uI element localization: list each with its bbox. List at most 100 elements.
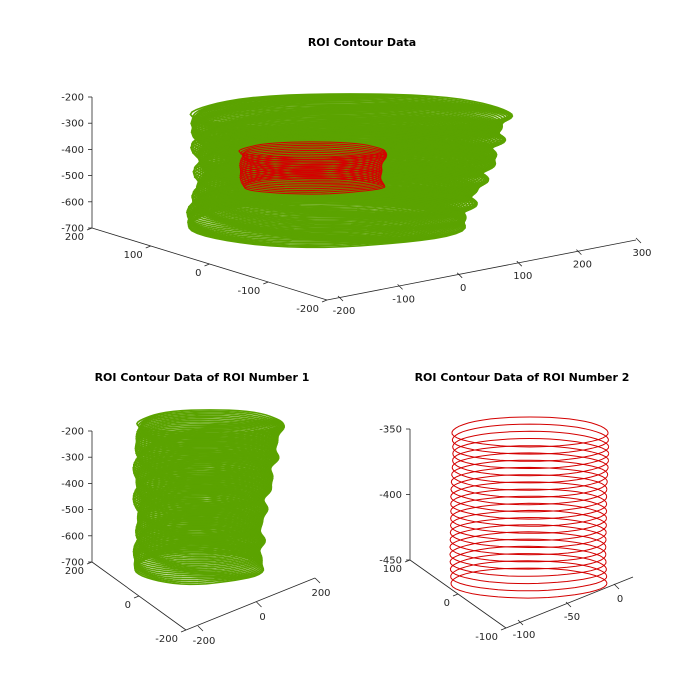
panel-main-title: ROI Contour Data — [308, 36, 416, 49]
x-tick-label: 0 — [617, 594, 623, 605]
red-contour-line — [239, 165, 383, 183]
red-contour-line — [449, 553, 607, 585]
x-tick-label: 0 — [259, 612, 265, 623]
x-tick-mark — [314, 577, 321, 584]
red-contour-line — [450, 502, 608, 534]
y-tick-label: 100 — [383, 564, 402, 575]
red-contour-line — [240, 172, 383, 190]
red-contour-line — [239, 166, 382, 184]
panel-main-y-ticks: 200 100 0 -100 -200 — [65, 227, 328, 315]
y-tick-label: 0 — [444, 598, 450, 609]
green-contour-line — [132, 536, 262, 571]
x-tick-mark — [456, 272, 463, 279]
green-contour-line — [185, 190, 466, 236]
green-contour-line — [134, 551, 265, 586]
z-tick-label: -700 — [61, 558, 84, 569]
z-tick-label: -600 — [61, 197, 84, 208]
panel-roi1-title: ROI Contour Data of ROI Number 1 — [95, 371, 310, 384]
y-tick-mark — [180, 629, 187, 633]
z-tick-label: -200 — [61, 427, 84, 438]
y-tick-mark — [452, 593, 459, 597]
red-contour-line — [452, 437, 610, 470]
red-contour-line — [449, 538, 607, 570]
red-contour-line — [450, 474, 608, 506]
green-contour-line — [132, 535, 261, 569]
y-tick-mark — [86, 227, 93, 231]
y-tick-label: 200 — [65, 566, 84, 577]
y-tick-label: -100 — [238, 286, 261, 297]
red-contour-line — [450, 495, 608, 527]
red-contour-line — [451, 459, 609, 491]
x-tick-label: 200 — [311, 588, 330, 599]
y-tick-mark — [500, 627, 507, 631]
panel-main-x-ticks: -200 -100 0 100 200 300 — [333, 237, 652, 317]
red-contour-line — [449, 509, 607, 541]
y-tick-mark — [145, 245, 151, 249]
z-tick-label: -450 — [379, 556, 402, 567]
green-contour-line — [191, 175, 474, 221]
x-tick-label: 0 — [460, 283, 466, 294]
red-contour-line — [450, 567, 608, 599]
z-tick-label: -500 — [61, 171, 84, 182]
panel-roi1-x-axis — [185, 577, 316, 631]
y-tick-label: -200 — [155, 634, 178, 645]
x-tick-mark — [576, 249, 582, 255]
red-contour-line — [239, 170, 382, 188]
x-tick-mark — [397, 284, 403, 290]
red-contour-line — [451, 452, 609, 484]
green-contour-line — [133, 547, 263, 582]
x-tick-mark — [337, 295, 344, 302]
y-tick-mark — [263, 281, 269, 285]
panel-roi2-x-axis — [505, 576, 634, 629]
x-tick-mark — [197, 625, 204, 632]
x-tick-label: 300 — [632, 248, 651, 259]
y-tick-mark — [404, 559, 411, 563]
x-tick-mark — [635, 237, 642, 244]
z-tick-label: -400 — [379, 490, 402, 501]
green-contour-line — [187, 199, 465, 246]
y-tick-label: 100 — [124, 250, 143, 261]
panel-main-x-axis — [326, 239, 637, 301]
x-tick-mark — [516, 260, 523, 267]
green-contour-line — [134, 515, 262, 548]
red-contour-line — [450, 481, 608, 513]
red-contour-line — [243, 177, 386, 195]
x-tick-mark — [517, 619, 524, 626]
y-tick-mark — [321, 299, 328, 303]
red-contour-line — [451, 423, 609, 455]
green-contour-line — [186, 191, 466, 237]
red-contour-line — [239, 168, 382, 186]
z-tick-label: -400 — [61, 479, 84, 490]
x-tick-label: 100 — [513, 271, 532, 282]
red-contour-line — [241, 174, 385, 192]
x-tick-label: 200 — [573, 260, 592, 271]
y-tick-label: -200 — [296, 304, 319, 315]
green-contour-line — [187, 200, 466, 247]
red-contour-line — [449, 545, 607, 577]
panel-roi1-contours — [132, 409, 286, 586]
red-contour-line — [452, 445, 610, 477]
x-tick-label: -200 — [193, 636, 216, 647]
panel-roi1-y-ticks: 200 0 -200 — [65, 561, 187, 645]
x-tick-mark — [256, 601, 262, 608]
red-contour-line — [242, 175, 385, 193]
y-tick-label: 0 — [125, 600, 131, 611]
green-contour-line — [133, 538, 263, 572]
red-contour-line — [450, 488, 608, 520]
z-tick-label: -300 — [61, 119, 84, 130]
z-tick-label: -700 — [61, 224, 84, 235]
x-tick-label: -100 — [392, 294, 415, 305]
z-tick-label: -200 — [61, 93, 84, 104]
panel-roi2-contours — [449, 416, 610, 599]
red-contour-line — [452, 430, 610, 462]
red-contour-line — [449, 531, 607, 563]
y-tick-mark — [86, 561, 93, 565]
green-contour-line — [133, 549, 264, 584]
green-contour-line — [134, 435, 277, 464]
x-tick-mark — [613, 583, 620, 590]
red-contour-line — [450, 560, 608, 592]
panel-roi2-z-ticks: -350 -400 -450 — [379, 425, 410, 567]
y-tick-label: 200 — [65, 232, 84, 243]
green-contour-line — [187, 192, 467, 239]
